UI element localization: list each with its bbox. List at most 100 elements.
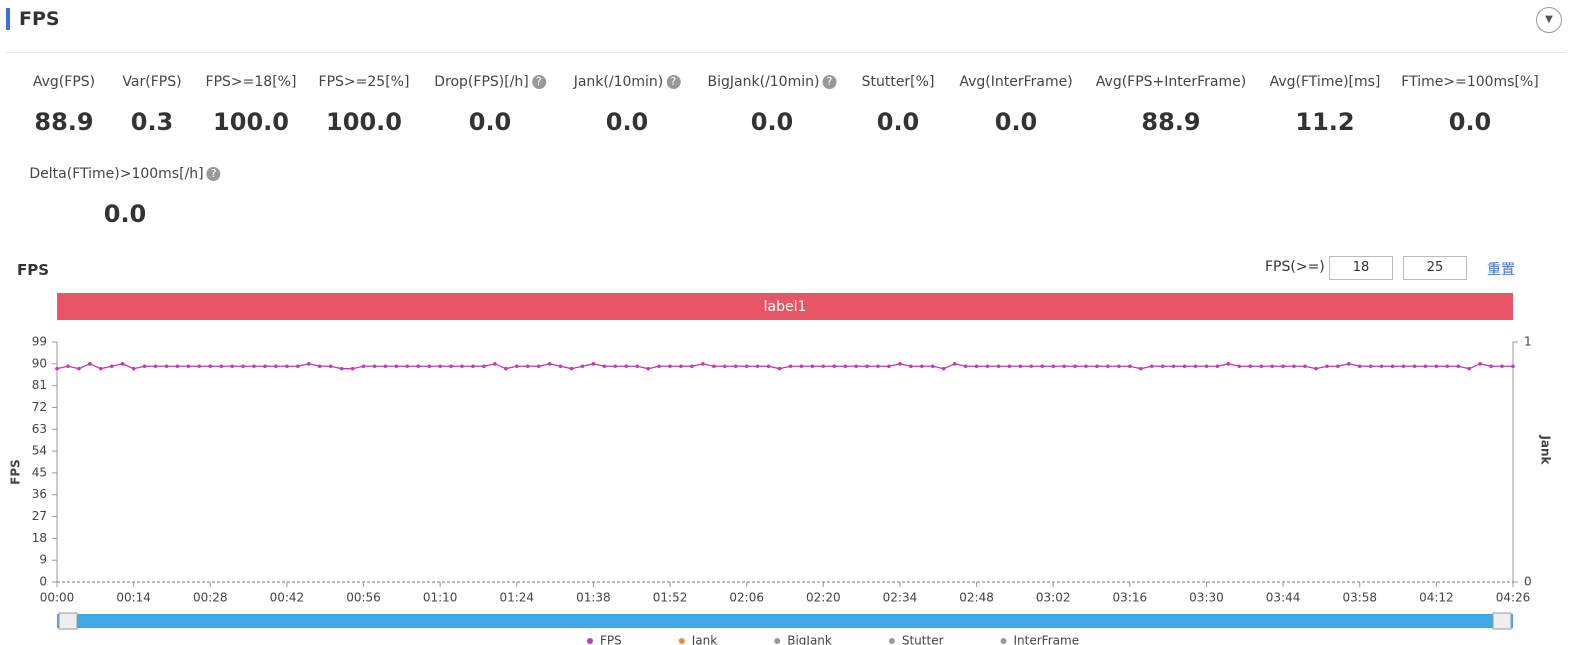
y2-tick-label: 1 [1524, 335, 1532, 349]
fps-point [1478, 362, 1482, 366]
fps-point [843, 364, 848, 369]
fps-point [175, 364, 180, 369]
fps-point [120, 362, 125, 366]
fps-point [1368, 364, 1373, 369]
y-tick-label: 36 [32, 487, 47, 501]
metric-label-text: Drop(FPS)[/h] [434, 74, 529, 90]
fps-point [1292, 364, 1296, 369]
threshold-low-input[interactable]: 18 [1329, 256, 1393, 280]
fps-point [131, 366, 136, 371]
fps-point [438, 364, 442, 369]
fps-point [514, 364, 519, 369]
band-label: label1 [764, 299, 807, 315]
fps-point [1500, 364, 1504, 369]
legend-label: Stutter [902, 634, 944, 645]
fps-point [1237, 364, 1242, 369]
fps-point [909, 364, 913, 369]
y-tick-label: 54 [32, 444, 47, 458]
fps-point [296, 364, 300, 369]
fps-point [186, 364, 191, 369]
metric-value: 0.0 [750, 108, 794, 136]
fps-point [941, 366, 946, 371]
metric-label-text: Jank(/10min) [573, 74, 664, 90]
metric-label-text: Avg(FTime)[ms] [1269, 74, 1381, 90]
fps-point [460, 364, 464, 369]
x-tick-label: 02:48 [959, 591, 994, 605]
fps-point [1467, 366, 1472, 371]
fps-point [1204, 364, 1209, 369]
fps-point [744, 364, 749, 369]
fps-point [952, 362, 957, 366]
fps-point [591, 362, 596, 366]
threshold-high-input[interactable]: 25 [1403, 256, 1467, 280]
y-tick-label: 81 [32, 378, 47, 392]
x-tick-label: 00:56 [346, 591, 381, 605]
fps-point [482, 364, 486, 369]
fps-point [712, 364, 716, 369]
fps-point [1193, 364, 1198, 369]
fps-point [1138, 366, 1143, 371]
fps-point [1084, 364, 1088, 369]
fps-point [580, 364, 585, 369]
x-tick-label: 02:34 [883, 591, 918, 605]
x-tick-label: 01:52 [653, 591, 688, 605]
fps-point [1248, 364, 1253, 369]
fps-point [1270, 364, 1274, 369]
y-tick-label: 18 [32, 531, 47, 545]
legend-marker [888, 638, 895, 644]
fps-point [1456, 364, 1461, 369]
fps-point [733, 364, 738, 369]
fps-point [613, 364, 618, 369]
metric-label-text: Stutter[%] [861, 74, 935, 90]
fps-point [142, 364, 147, 369]
fps-point [1128, 364, 1132, 369]
chart-title: FPS [17, 261, 50, 279]
metric-label-text: Avg(FPS) [32, 74, 96, 90]
fps-point [887, 364, 891, 369]
metric-value: 0.0 [468, 108, 512, 136]
metric-value: 100.0 [326, 108, 402, 136]
fps-point [865, 364, 869, 369]
slider-handle[interactable] [1492, 612, 1512, 630]
fps-point [1412, 364, 1417, 369]
reset-link[interactable]: 重置 [1487, 262, 1515, 278]
metric-label: Avg(FPS) [33, 74, 95, 90]
fps-point [547, 362, 552, 366]
fps-point [1171, 364, 1176, 369]
range-slider[interactable] [57, 614, 1513, 628]
fps-point [525, 364, 530, 369]
fps-point [471, 364, 475, 369]
metric-label: FPS>=25[%] [319, 74, 410, 90]
fps-point [898, 362, 902, 366]
help-icon: ? [822, 75, 837, 89]
legend-marker [587, 638, 593, 644]
fps-point [328, 364, 333, 369]
slider-handle[interactable] [58, 612, 78, 630]
y-tick-label: 72 [32, 400, 47, 414]
metric-value: 0.0 [994, 108, 1038, 136]
x-tick-label: 00:14 [116, 591, 151, 605]
fps-point [77, 366, 81, 371]
fps-point [1445, 364, 1450, 369]
metric-label-text: Avg(InterFrame) [959, 74, 1073, 90]
fps-point [1314, 366, 1318, 371]
fps-point [339, 366, 344, 371]
y-tick-label: 27 [32, 509, 47, 523]
fps-point [1401, 364, 1406, 369]
help-icon: ? [666, 75, 681, 89]
page-title: FPS [19, 8, 60, 30]
fps-point [1182, 364, 1187, 369]
metric-value: 88.9 [1141, 108, 1201, 136]
metric-label: Jank(/10min)? [574, 74, 681, 90]
metric-label: Avg(FTime)[ms] [1270, 74, 1381, 90]
fps-point [788, 364, 793, 369]
y-tick-label: 99 [32, 335, 47, 349]
metric-value: 0.3 [130, 108, 174, 136]
metric-value: 0.0 [103, 200, 147, 228]
fps-point [274, 364, 278, 369]
fps-point [646, 366, 650, 371]
collapse-button[interactable]: ▼ [1536, 7, 1562, 33]
fps-point [1336, 364, 1340, 369]
